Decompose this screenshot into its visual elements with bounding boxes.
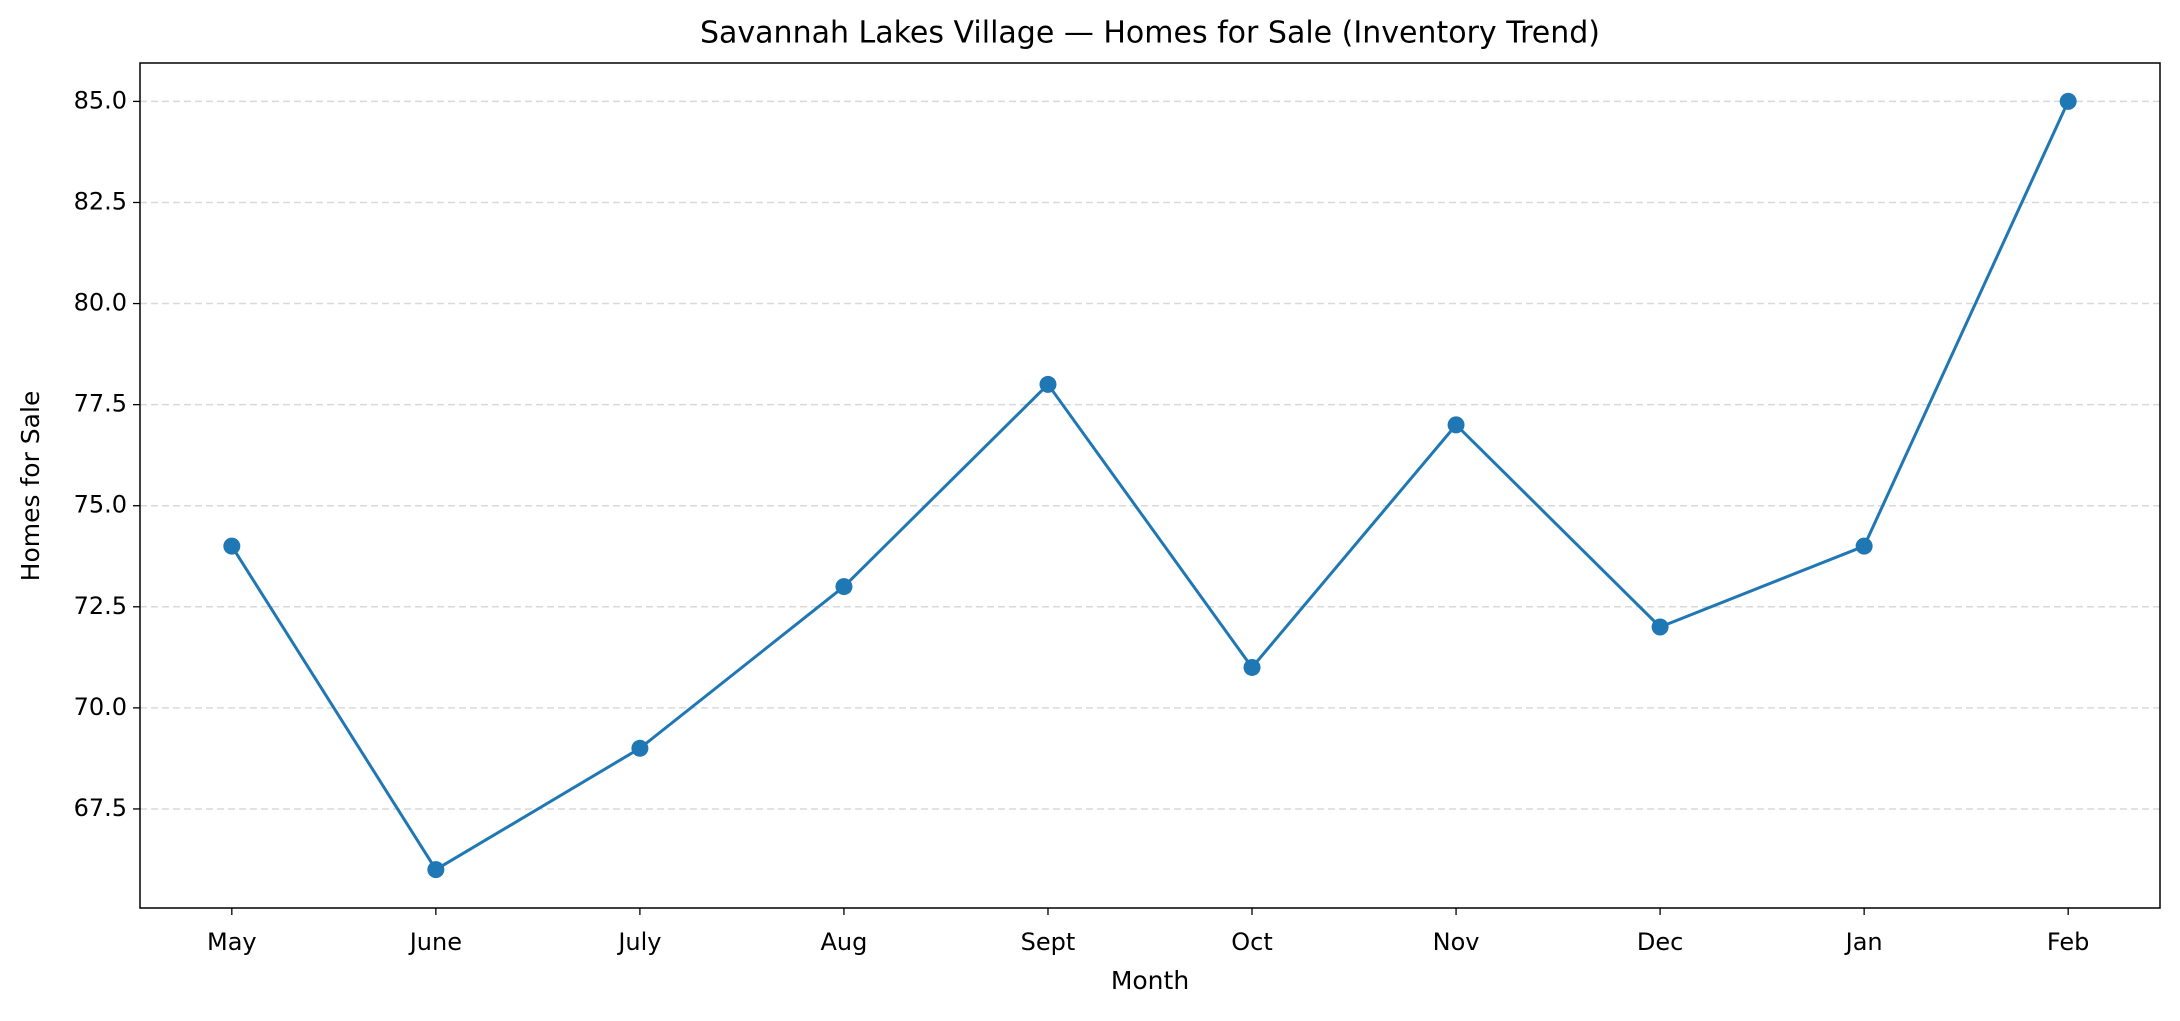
- x-tick-label: Nov: [1433, 928, 1480, 956]
- data-point: [1243, 658, 1261, 676]
- data-point: [1855, 537, 1873, 555]
- data-point: [2059, 92, 2077, 110]
- y-tick-label: 80.0: [74, 289, 127, 317]
- data-point: [1651, 618, 1669, 636]
- y-tick-label: 72.5: [74, 592, 127, 620]
- data-point: [1447, 416, 1465, 434]
- data-point: [631, 739, 649, 757]
- x-tick-label: Sept: [1021, 928, 1076, 956]
- data-point: [427, 861, 445, 879]
- y-tick-label: 67.5: [74, 794, 127, 822]
- data-point: [223, 537, 241, 555]
- y-tick-label: 70.0: [74, 693, 127, 721]
- y-tick-label: 77.5: [74, 390, 127, 418]
- data-point: [835, 578, 853, 596]
- x-tick-label: Jan: [1844, 928, 1883, 956]
- y-axis-label: Homes for Sale: [16, 391, 45, 582]
- chart-title: Savannah Lakes Village — Homes for Sale …: [700, 16, 1600, 51]
- x-tick-label: Aug: [821, 928, 868, 956]
- x-tick-label: Feb: [2047, 928, 2090, 956]
- x-tick-label: May: [207, 928, 257, 956]
- data-line: [230, 100, 2070, 872]
- y-tick-label: 75.0: [74, 491, 127, 519]
- x-tick-label: Dec: [1637, 928, 1683, 956]
- x-tick-label: Oct: [1231, 928, 1273, 956]
- data-point: [1039, 375, 1057, 393]
- x-tick-label: July: [616, 928, 661, 956]
- x-axis-label: Month: [1111, 966, 1189, 995]
- y-tick-label: 85.0: [74, 86, 127, 114]
- x-tick-label: June: [408, 928, 462, 956]
- plot-frame: [139, 62, 2161, 909]
- y-tick-label: 82.5: [74, 187, 127, 215]
